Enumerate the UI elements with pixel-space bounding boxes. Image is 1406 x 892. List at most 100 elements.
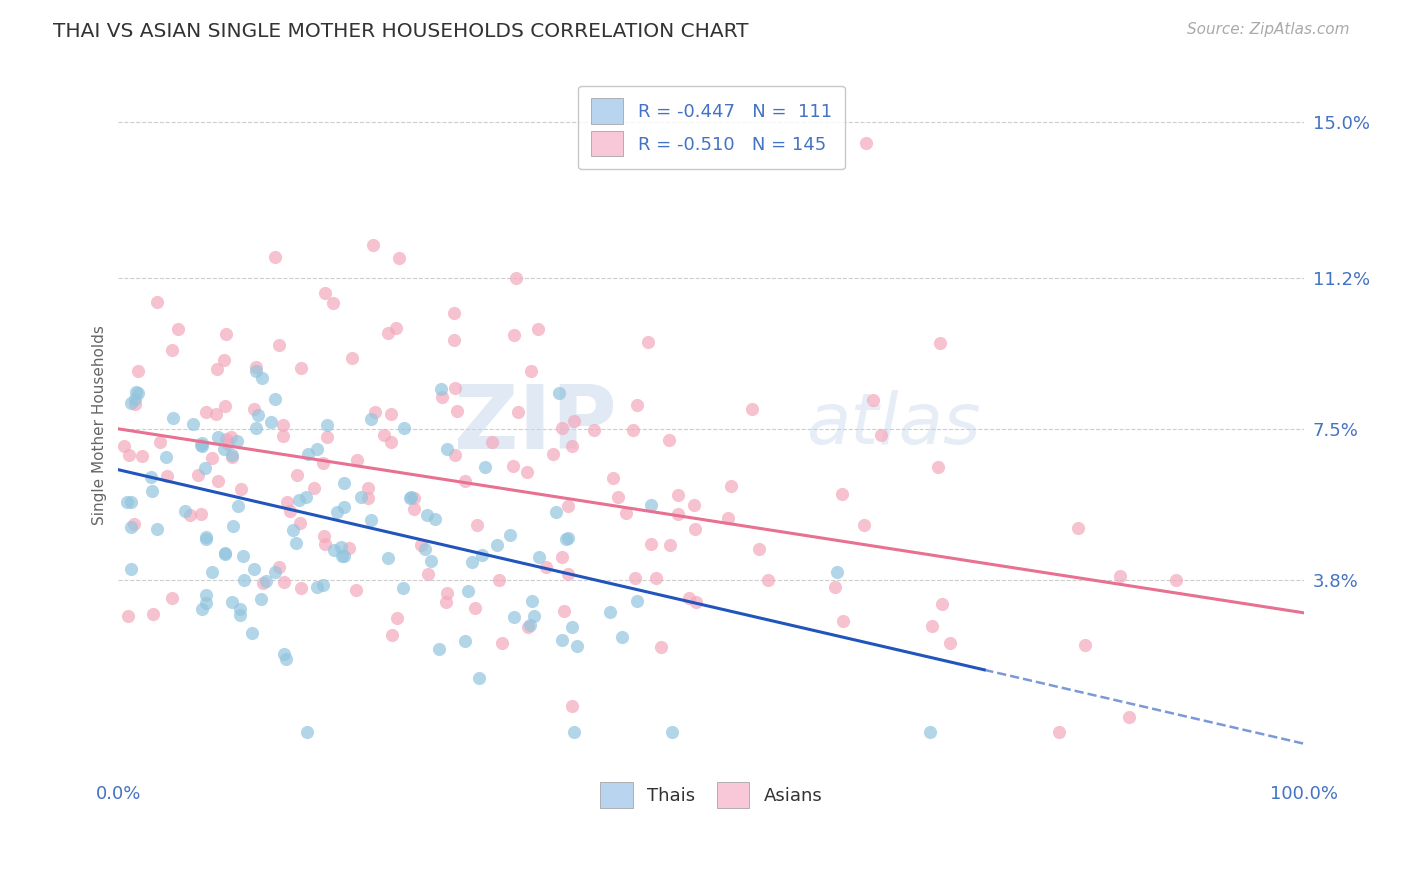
Point — [561, 699, 583, 714]
Point — [454, 634, 477, 648]
Point — [195, 530, 218, 544]
Point — [187, 468, 209, 483]
Point — [853, 518, 876, 533]
Point — [443, 306, 465, 320]
Point — [145, 294, 167, 309]
Point — [717, 511, 740, 525]
Point — [436, 586, 458, 600]
Point — [1109, 569, 1132, 583]
Point — [245, 420, 267, 434]
Point — [229, 601, 252, 615]
Point — [377, 326, 399, 341]
Point — [215, 327, 238, 342]
Point — [519, 618, 541, 632]
Point — [658, 433, 681, 447]
Point — [221, 595, 243, 609]
Point — [869, 428, 891, 442]
Point — [195, 405, 218, 419]
Point — [411, 538, 433, 552]
Point — [295, 724, 318, 739]
Point — [582, 423, 605, 437]
Point — [758, 573, 780, 587]
Point — [544, 504, 567, 518]
Point — [468, 671, 491, 685]
Point — [399, 491, 422, 505]
Point — [166, 322, 188, 336]
Point — [931, 597, 953, 611]
Point — [610, 630, 633, 644]
Point — [190, 508, 212, 522]
Point — [505, 270, 527, 285]
Point — [315, 417, 337, 432]
Point — [350, 490, 373, 504]
Point — [921, 618, 943, 632]
Point — [562, 414, 585, 428]
Point — [683, 498, 706, 512]
Point — [243, 401, 266, 416]
Point — [557, 499, 579, 513]
Point — [1166, 574, 1188, 588]
Point — [314, 536, 336, 550]
Point — [271, 418, 294, 433]
Point — [214, 547, 236, 561]
Point — [666, 507, 689, 521]
Point — [346, 582, 368, 597]
Point — [290, 360, 312, 375]
Point — [361, 237, 384, 252]
Point — [486, 538, 509, 552]
Point — [741, 402, 763, 417]
Point — [720, 479, 742, 493]
Point — [543, 447, 565, 461]
Point — [247, 409, 270, 423]
Point — [221, 450, 243, 465]
Point — [380, 408, 402, 422]
Point — [404, 491, 426, 505]
Point — [644, 571, 666, 585]
Point — [245, 359, 267, 374]
Point — [290, 581, 312, 595]
Point — [221, 448, 243, 462]
Point — [626, 398, 648, 412]
Point — [425, 511, 447, 525]
Point — [312, 456, 335, 470]
Point — [457, 584, 479, 599]
Point — [267, 560, 290, 574]
Point — [599, 605, 621, 619]
Point — [373, 428, 395, 442]
Point — [488, 573, 510, 587]
Y-axis label: Single Mother Households: Single Mother Households — [93, 325, 107, 524]
Point — [194, 461, 217, 475]
Point — [131, 449, 153, 463]
Point — [346, 452, 368, 467]
Point — [356, 481, 378, 495]
Point — [1118, 710, 1140, 724]
Point — [825, 565, 848, 579]
Point — [146, 522, 169, 536]
Point — [284, 536, 307, 550]
Point — [322, 296, 344, 310]
Point — [120, 562, 142, 576]
Point — [288, 516, 311, 531]
Point — [181, 417, 204, 432]
Point — [267, 338, 290, 352]
Point — [333, 500, 356, 515]
Point — [419, 554, 441, 568]
Point — [214, 353, 236, 368]
Point — [141, 483, 163, 498]
Point — [416, 566, 439, 581]
Point — [474, 459, 496, 474]
Point — [142, 607, 165, 622]
Point — [640, 498, 662, 512]
Point — [217, 437, 239, 451]
Point — [124, 397, 146, 411]
Point — [240, 626, 263, 640]
Point — [650, 640, 672, 654]
Point — [254, 574, 277, 588]
Point — [357, 491, 380, 505]
Point — [443, 334, 465, 348]
Point — [862, 393, 884, 408]
Point — [929, 336, 952, 351]
Point — [174, 504, 197, 518]
Point — [264, 565, 287, 579]
Point — [436, 442, 458, 456]
